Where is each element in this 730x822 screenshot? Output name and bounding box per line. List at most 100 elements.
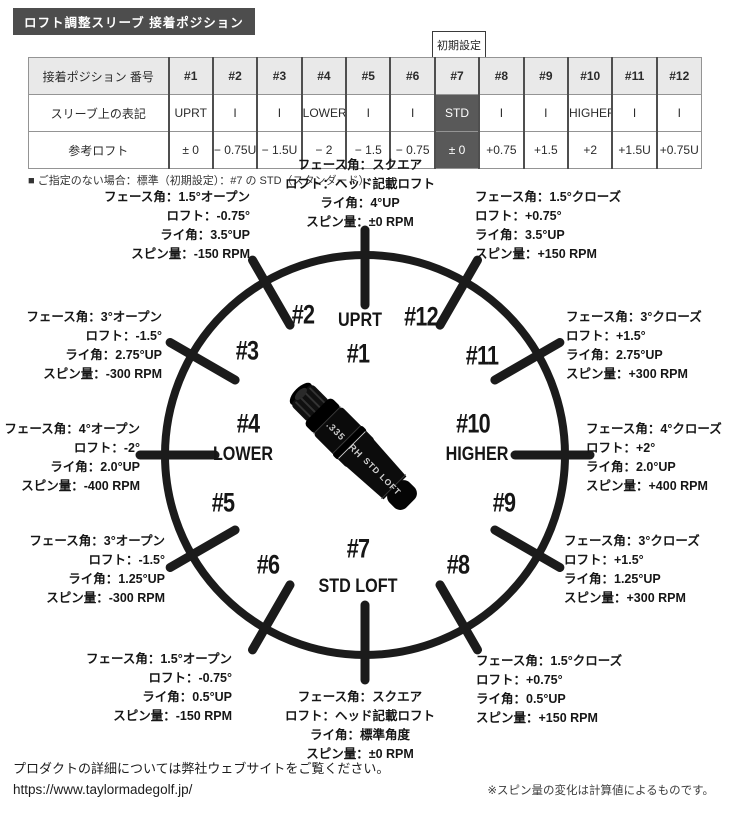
footer-text: プロダクトの詳細については弊社ウェブサイトをご覧ください。 [13,761,390,776]
annotation-pos3: フェース角：3°オープン ロフト：-1.5° ライ角：2.75°UP スピン量：-30… [26,308,162,384]
dial-tick [165,525,240,572]
cell-pos11-row3: +1.5U [611,131,658,169]
dial-tick [248,580,295,655]
sleeve-mark [338,431,366,459]
dial-position-7: #7 [346,533,370,564]
annotation-line: スピン量：-150 RPM [113,709,232,723]
annotation-pos4: フェース角：4°オープン ロフト：-2° ライ角：2.0°UP スピン量：-400 R… [4,420,140,496]
table-row: 参考ロフト ± 0− 0.75U − 1.5U − 2− 1.5− 0.75 ± 0 +0… [28,131,702,169]
annotation-line: フェース角：1.5°オープン [103,190,250,204]
annotation-line: フェース角：3°オープン [29,534,165,548]
cell-pos10-row3: +2 [567,131,614,169]
cell-pos1-row3: ± 0 [167,131,214,169]
annotation-line: ロフト：+1.5° [566,329,646,343]
sleeve-seam [332,425,362,455]
dial-position-2: #2 [291,299,315,330]
cell-pos7-row1: #7 [433,57,481,95]
annotation-pos9: フェース角：3°クローズ ロフト：+1.5° ライ角：1.25°UP スピン量：+30… [564,532,700,608]
annotation-line: ロフト：-0.75° [166,209,251,223]
annotation-line: ロフト：-2° [73,441,140,455]
annotation-line: ロフト：-0.75° [148,671,233,685]
cell-pos9-row3: +1.5 [522,131,570,169]
cell-pos12-row3: +0.75U [655,131,702,169]
cell-pos1-row2: UPRT [167,94,214,132]
annotation-line: スピン量：-300 RPM [46,591,165,605]
annotation-line: ライ角：1.25°UP [68,572,165,586]
website-url[interactable]: https://www.taylormadegolf.jp/ [13,782,193,797]
cell-pos2-row2: I [211,94,259,132]
annotation-line: スピン量：±0 RPM [306,747,414,761]
dial-tick [435,580,482,655]
annotation-pos6: フェース角：1.5°オープン ロフト：-0.75° ライ角：0.5°UP スピン量：-… [86,650,232,726]
cell-pos5-row1: #5 [345,57,392,95]
cell-pos1-row1: #1 [167,57,214,95]
dial-position-9: #9 [492,487,516,518]
annotation-pos11: フェース角：3°クローズ ロフト：+1.5° ライ角：2.75°UP スピン量：+30… [566,308,702,384]
annotation-line: フェース角：1.5°クローズ [476,654,623,668]
cell-pos12-row2: I [655,94,702,132]
annotation-line: ライ角：1.25°UP [564,572,661,586]
dial-tick [490,525,565,572]
annotation-line: ライ角：2.75°UP [566,348,663,362]
annotation-line: スピン量：+300 RPM [564,591,686,605]
annotation-pos7: フェース角：スクエア ロフト：ヘッド記載ロフト ライ角：標準角度 スピン量：±0 RP… [285,688,435,764]
annotation-line: フェース角：3°クローズ [564,534,700,548]
cell-pos9-row1: #9 [522,57,570,95]
cell-pos6-row2: I [389,94,436,132]
annotation-line: ライ角：0.5°UP [476,692,566,706]
cell-pos6-row3: − 0.75 [389,131,436,169]
dial-word-uprt: UPRT [338,310,382,331]
annotation-pos12: フェース角：1.5°クローズ ロフト：+0.75° ライ角：3.5°UP スピン量：+… [475,188,621,264]
cell-pos9-row2: I [522,94,570,132]
position-table: 接着ポジション 番号 #1 #2 #3 #4 #5 #6 #7 #8 #9 #10 #11 #12 スリー… [28,57,702,169]
dial-word-lower: LOWER [212,444,274,465]
annotation-line: スピン量：-300 RPM [43,367,162,381]
cell-pos7-row3: ± 0 [433,131,481,169]
annotation-line: ロフト：ヘッド記載ロフト [284,709,436,723]
cell-pos8-row3: +0.75 [478,131,525,169]
row-label: 接着ポジション 番号 [28,57,170,95]
sleeve-bore [294,387,307,400]
cell-pos4-row2: LOWER [300,94,348,132]
annotation-line: フェース角：スクエア [297,158,423,172]
page-title: ロフト調整スリーブ 接着ポジション [13,8,255,35]
annotation-line: スピン量：+300 RPM [566,367,688,381]
row-label: 参考ロフト [28,131,170,169]
annotation-pos5: フェース角：3°オープンロフト：-1.5° ライ角：1.25°UP スピン量：-30… [29,532,165,608]
annotation-line: スピン量：+150 RPM [476,711,598,725]
annotation-line: スピン量：±0 RPM [306,215,414,229]
dial-position-12: #12 [404,301,438,332]
annotation-line: ライ角：4°UP [320,196,400,210]
sleeve-rib [308,387,327,405]
cell-pos5-row2: I [345,94,392,132]
annotation-line: ライ角：3.5°UP [160,228,250,242]
annotation-line: ライ角：3.5°UP [475,228,565,242]
annotation-pos2: フェース角：1.5°オープン ロフト：-0.75° ライ角：3.5°UP スピン量：-… [104,188,250,264]
dial-tick [248,255,295,330]
table-row: スリーブ上の表記 UPRT I I LOWER I I STD I I HIGHER I I [28,94,702,132]
dial-tick [165,338,240,385]
sleeve-lower-body [338,431,407,500]
dial-position-1: #1 [346,338,370,369]
position-table-body: 接着ポジション 番号 #1 #2 #3 #4 #5 #6 #7 #8 #9 #10 #11 #12 スリー… [28,57,702,169]
annotation-line: フェース角：1.5°オープン [85,652,232,666]
cell-pos11-row2: I [611,94,658,132]
annotation-line: ロフト：+0.75° [476,673,563,687]
cell-pos8-row1: #8 [478,57,525,95]
cell-pos4-row3: − 2 [300,131,348,169]
sleeve-collar [305,398,340,433]
sleeve-rib [299,396,318,415]
annotation-line: ロフト：-1.5° [85,329,162,343]
cell-pos3-row2: I [256,94,303,132]
sleeve-seam [381,474,407,500]
annotation-line: ロフト：-1.5° [88,553,165,567]
annotation-line: フェース角：1.5°クローズ [475,190,622,204]
cell-pos3-row1: #3 [256,57,303,95]
sleeve-rib [304,391,322,410]
dial-position-4: #4 [236,408,260,439]
sleeve-seam [313,406,341,434]
annotation-line: ロフト：+0.75° [475,209,562,223]
cell-pos11-row1: #11 [611,57,658,95]
dial-position-8: #8 [446,549,470,580]
annotation-pos10: フェース角：4°クローズ ロフト：+2° ライ角：2.0°UP スピン量：+400 R… [586,420,722,496]
